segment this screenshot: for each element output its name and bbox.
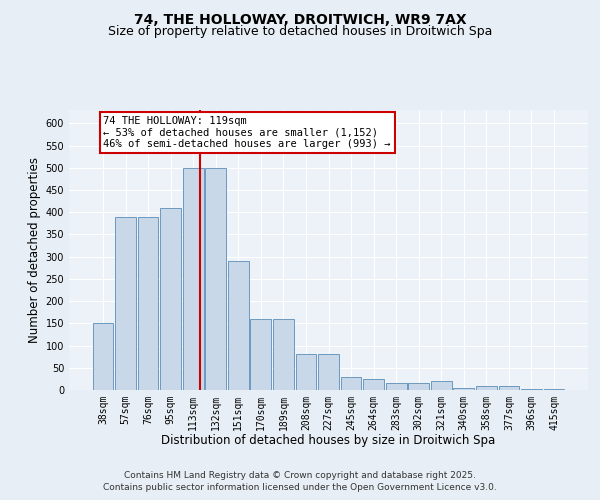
Bar: [318, 354, 339, 390]
Bar: [476, 386, 497, 390]
Bar: [454, 388, 474, 390]
Text: Contains HM Land Registry data © Crown copyright and database right 2025.
Contai: Contains HM Land Registry data © Crown c…: [103, 471, 497, 492]
Bar: [521, 388, 542, 390]
Bar: [409, 384, 429, 390]
Bar: [431, 381, 452, 390]
Bar: [137, 216, 158, 390]
Bar: [183, 168, 203, 390]
Bar: [499, 386, 520, 390]
Bar: [205, 168, 226, 390]
Bar: [363, 379, 384, 390]
Bar: [296, 354, 316, 390]
X-axis label: Distribution of detached houses by size in Droitwich Spa: Distribution of detached houses by size …: [161, 434, 496, 448]
Bar: [341, 376, 361, 390]
Bar: [544, 388, 565, 390]
Y-axis label: Number of detached properties: Number of detached properties: [28, 157, 41, 343]
Bar: [228, 261, 248, 390]
Text: 74, THE HOLLOWAY, DROITWICH, WR9 7AX: 74, THE HOLLOWAY, DROITWICH, WR9 7AX: [134, 12, 466, 26]
Bar: [160, 208, 181, 390]
Bar: [250, 319, 271, 390]
Bar: [115, 216, 136, 390]
Bar: [273, 319, 294, 390]
Text: 74 THE HOLLOWAY: 119sqm
← 53% of detached houses are smaller (1,152)
46% of semi: 74 THE HOLLOWAY: 119sqm ← 53% of detache…: [103, 116, 391, 149]
Bar: [386, 384, 407, 390]
Text: Size of property relative to detached houses in Droitwich Spa: Size of property relative to detached ho…: [108, 25, 492, 38]
Bar: [92, 324, 113, 390]
